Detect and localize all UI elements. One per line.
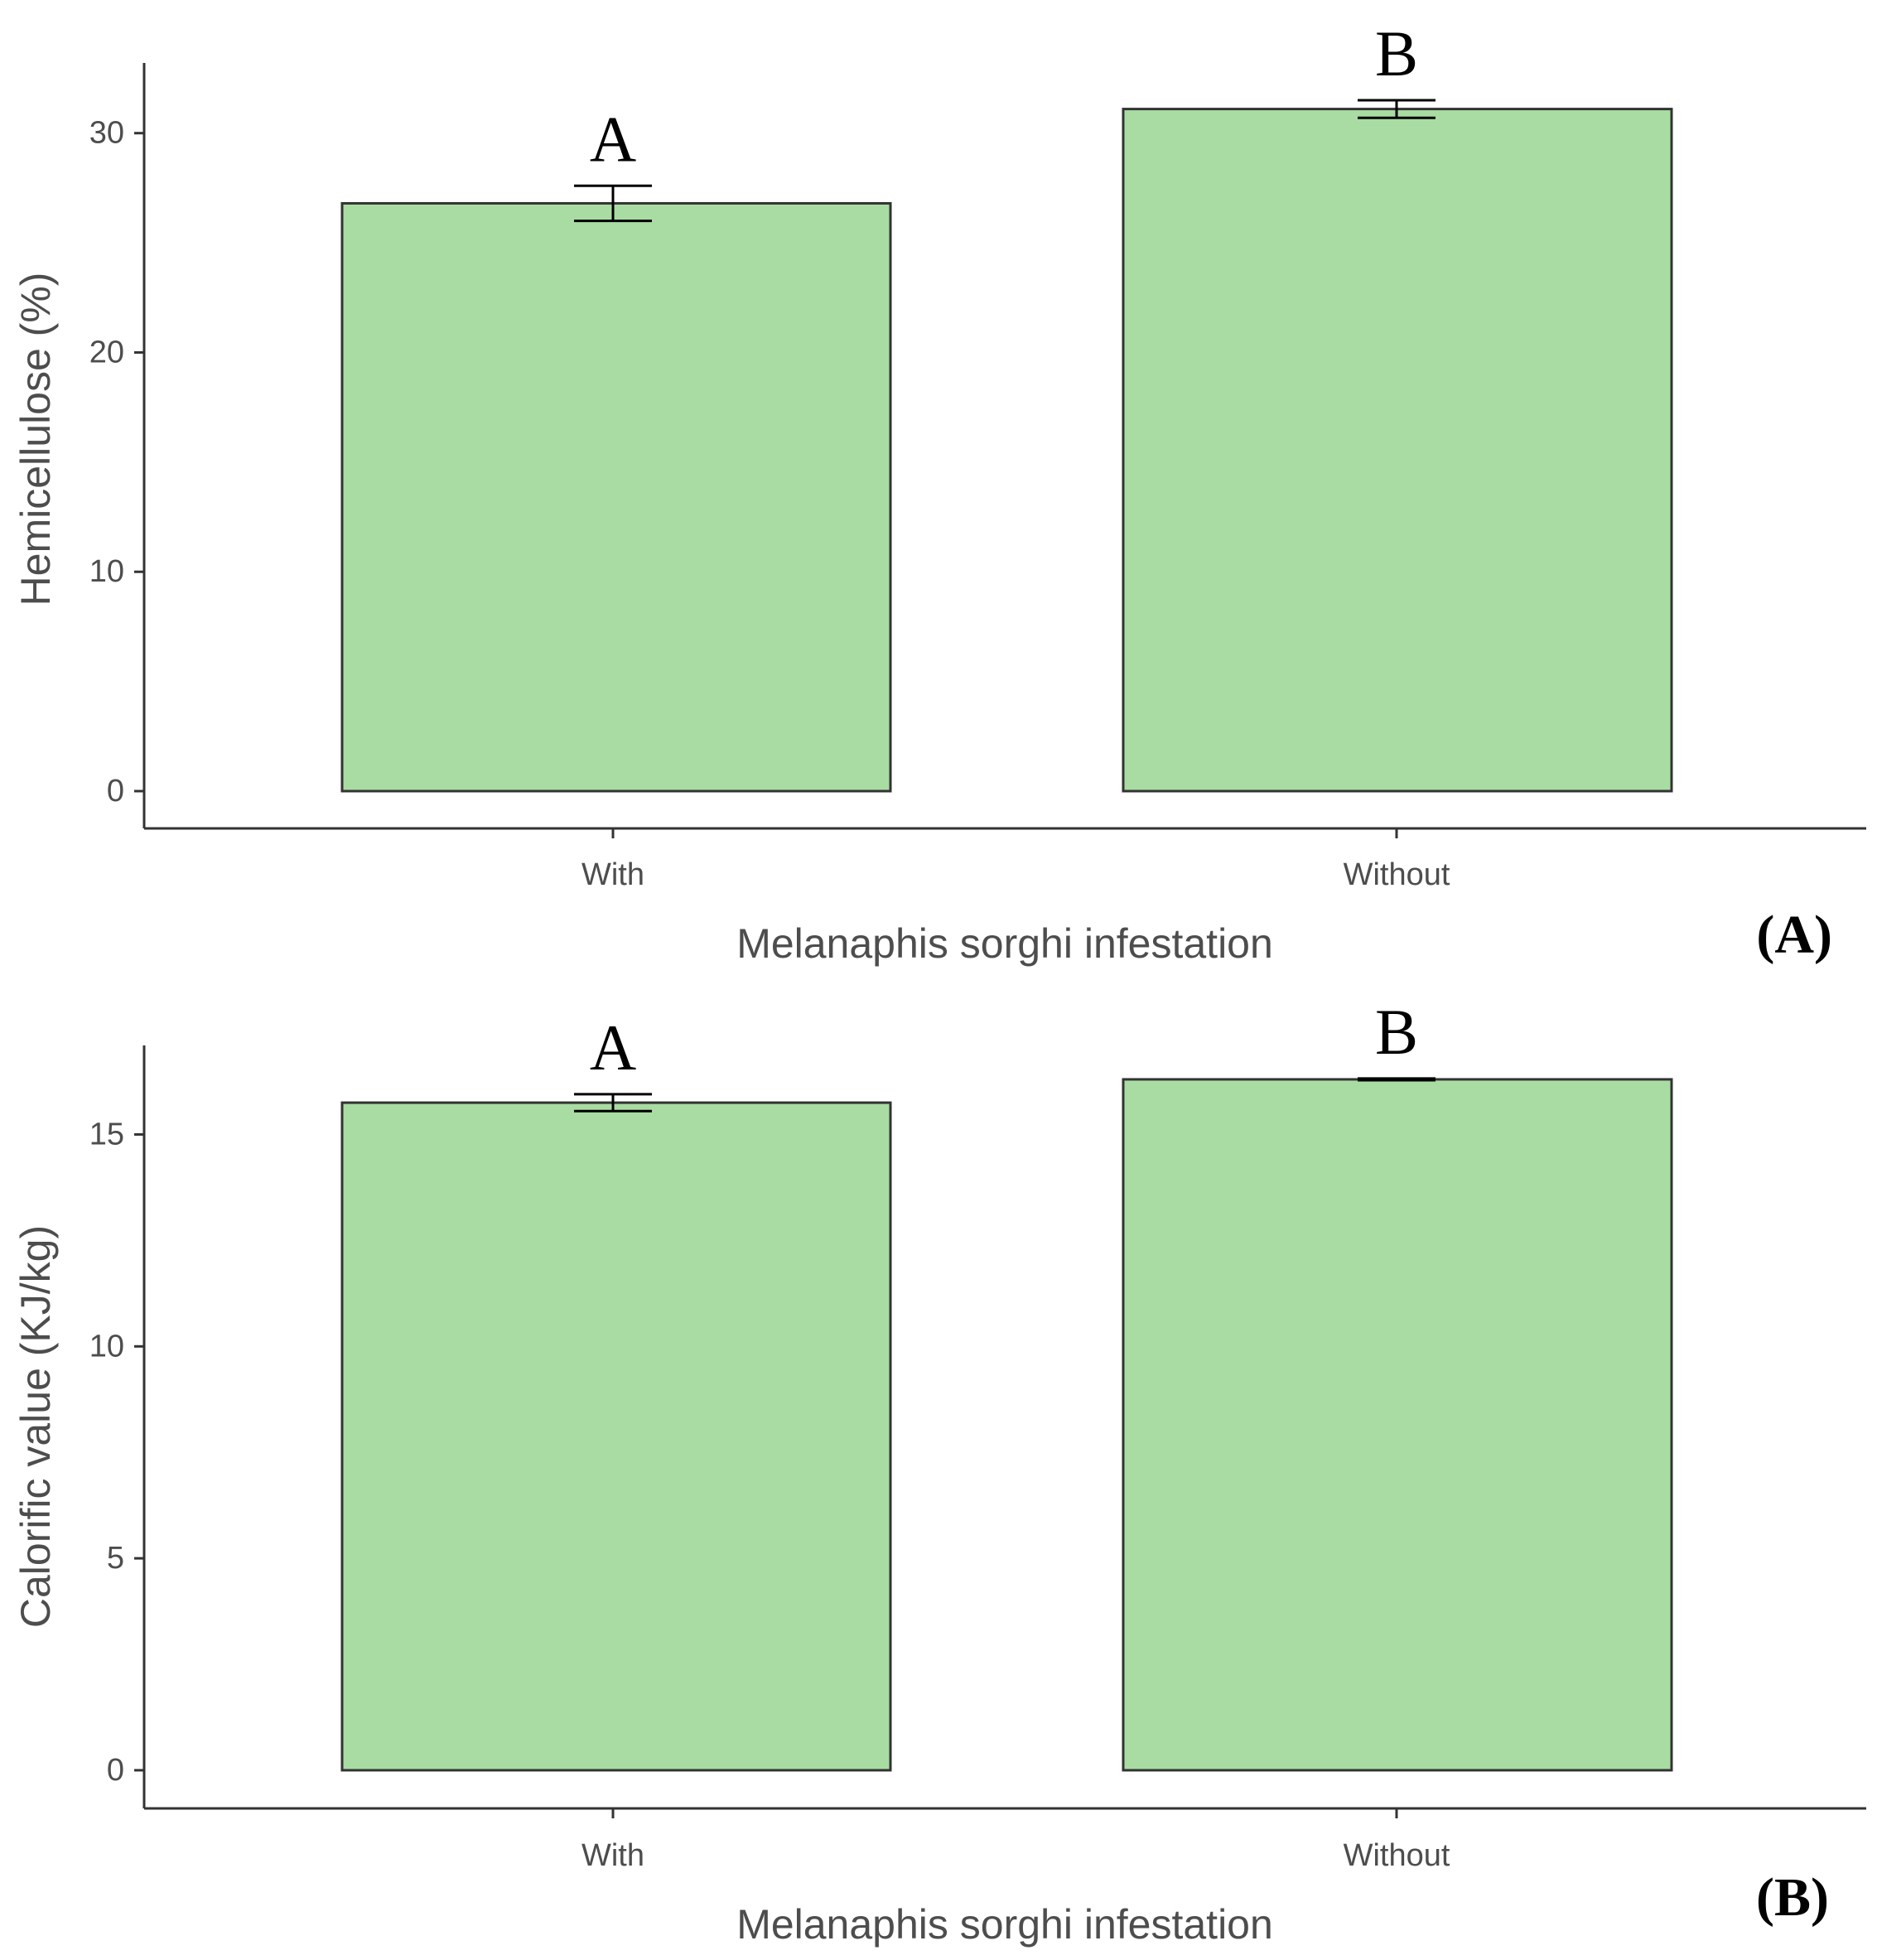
x-axis: With Without [144,1807,1866,1873]
y-tick-0: 0 [107,774,144,809]
bar-without [1122,1078,1673,1772]
x-axis-title: Melanaphis sorghi infestation [736,1901,1273,1948]
y-tick-label: 10 [89,554,124,589]
y-tick-2: 20 [89,335,144,369]
x-tick-label-without: Without [1344,857,1450,892]
y-tick-3: 30 [89,116,144,151]
panel-label-a: (A) [1756,905,1832,965]
y-tick-label: 5 [107,1541,124,1576]
y-tick-3: 15 [89,1117,144,1151]
y-axis: 0 10 20 30 [89,63,146,828]
x-tick-label-with: With [581,857,644,892]
x-axis-title: Melanaphis sorghi infestation [736,920,1273,967]
y-tick-0: 0 [107,1753,144,1788]
y-tick-label: 0 [107,774,124,809]
y-tick-label: 20 [89,335,124,369]
y-axis: 0 5 10 15 [89,1045,146,1808]
y-tick-2: 10 [89,1329,144,1364]
x-tick-label-with: With [581,1838,644,1873]
y-tick-label: 30 [89,116,124,151]
x-tick-label-without: Without [1344,1838,1450,1873]
error-bar-with [574,1093,652,1113]
error-bar-with [574,184,652,223]
significance-letter-with: A [590,1011,636,1084]
y-tick-1: 5 [107,1541,144,1576]
y-tick-label: 10 [89,1329,124,1364]
y-axis-title: Hemicellulose (%) [12,273,59,606]
bar-with [340,201,892,793]
x-axis: With Without [144,827,1866,892]
panel-b-calorific-value-chart: 0 5 10 15 With Without [12,996,1866,1948]
y-axis-title: Calorific value (KJ/kg) [12,1225,59,1628]
y-tick-label: 15 [89,1117,124,1151]
y-tick-label: 0 [107,1753,124,1788]
panel-a-hemicellulose-chart: 0 10 20 30 With Without [12,17,1866,967]
y-tick-1: 10 [89,554,144,589]
bar-with [340,1101,892,1772]
panel-label-b: (B) [1756,1867,1829,1928]
error-bar-without [1358,99,1435,119]
significance-letter-without: B [1375,996,1418,1068]
error-bar-without [1358,1077,1435,1082]
bar-without [1122,108,1673,793]
significance-letter-without: B [1375,17,1418,89]
significance-letter-with: A [590,103,636,175]
